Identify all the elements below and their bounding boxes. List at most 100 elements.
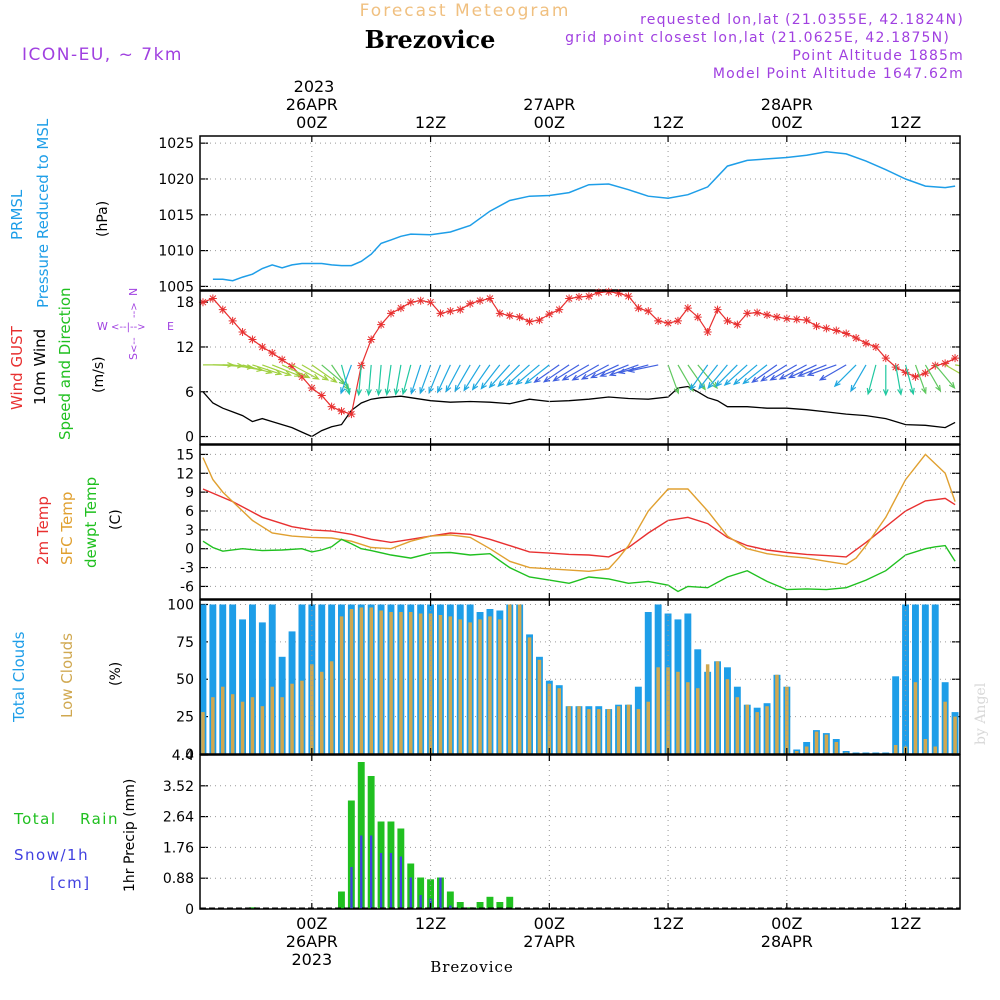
low-cloud-bar (527, 637, 532, 754)
wind-arrow (818, 364, 847, 381)
panel-frame (199, 599, 961, 755)
gust-marker (446, 307, 455, 316)
gust-marker (723, 316, 732, 325)
wind-arrow (376, 364, 382, 397)
gust-marker (347, 410, 356, 419)
wind-arrow (454, 364, 471, 393)
wind-arrow (944, 364, 960, 375)
wind-arrow (311, 364, 338, 383)
top-year-label: 2023 (294, 77, 335, 96)
snow-bar (419, 895, 422, 909)
svg-text:<--|-->: <--|--> (111, 322, 146, 333)
gust-marker (307, 384, 316, 393)
total-cloud-bar (921, 604, 929, 754)
y-tick-label: 4.4 (172, 748, 194, 764)
low-cloud-bar (488, 616, 492, 754)
y-tick-label: 1015 (158, 208, 194, 224)
top-time-label: 12Z (415, 113, 446, 132)
wind-panel: 0 6 12 18 (176, 287, 961, 446)
model-label: ICON-EU, ~ 7km (22, 45, 183, 65)
panel-frame (199, 135, 961, 291)
gust-marker (852, 334, 861, 343)
wind-arrow (552, 364, 580, 382)
bottom-time-label: 00Z (771, 914, 802, 933)
gust-marker (525, 317, 534, 326)
gust-marker (218, 305, 227, 314)
requested-coords: requested lon,lat (21.0355E, 42.1824N) (640, 12, 964, 28)
low-cloud-bar (626, 704, 631, 754)
snow-bar (379, 853, 383, 909)
point-altitude: Point Altitude 1885m (792, 48, 964, 64)
wind-arrow (590, 364, 619, 379)
cloud-unit: (%) (108, 662, 124, 686)
low-cloud-bar (745, 704, 749, 754)
low-cloud-bar (963, 697, 967, 754)
temperature-panel: -6 -3 0 3 6 9 12 15 (176, 444, 961, 600)
gust-marker (436, 309, 445, 318)
gust-marker (951, 354, 960, 363)
wind-arrow (571, 364, 600, 381)
gust-marker (802, 316, 811, 325)
low-cloud-bar (438, 615, 443, 754)
panel-frame (199, 754, 961, 910)
temp-unit: (C) (108, 509, 124, 530)
wind-arrow (895, 364, 903, 396)
wind-arrow (698, 364, 719, 390)
wind-arrow (627, 364, 659, 373)
gust-marker (327, 402, 336, 411)
bottom-year-label: 2023 (291, 950, 332, 969)
rain-bar (506, 896, 514, 909)
wind-arrow (742, 364, 768, 385)
panels: 10051010101510201025061218-6-30369121502… (158, 135, 967, 918)
low-cloud-bar (399, 612, 403, 754)
low-cloud-bar (577, 706, 581, 754)
gust-marker (664, 319, 673, 328)
top-time-label: 12Z (652, 113, 683, 132)
total-cloud-bar (912, 604, 919, 754)
wind-arrow (924, 364, 942, 393)
low-cloud-bar (735, 697, 740, 754)
low-cloud-bar (607, 709, 611, 754)
y-tick-label: -6 (180, 579, 194, 595)
wind-arrow (393, 364, 402, 396)
top-time-label: 00Z (771, 113, 802, 132)
top-time-label: 00Z (296, 113, 327, 132)
y-tick-label: 1020 (158, 172, 194, 188)
gust-marker (406, 298, 415, 307)
low-cloud-bar (478, 619, 482, 754)
y-tick-label: 1.76 (163, 840, 194, 856)
top-date-label: 28APR (761, 95, 813, 114)
wind-arrow (524, 364, 550, 385)
wind-arrow (733, 364, 758, 386)
low-cloud-bar (270, 686, 274, 754)
wind-arrow (905, 364, 915, 396)
t2m-label: 2m Temp (34, 496, 52, 565)
wind-arrow (866, 364, 877, 396)
low-cloud-bar (834, 742, 839, 754)
dewpt-line (202, 538, 956, 593)
compass-west-label: W (97, 320, 108, 333)
gust-marker (842, 329, 851, 338)
gust-marker (792, 315, 801, 324)
watermark: by Angel (973, 682, 989, 745)
bottom-date-label: 26APR (286, 932, 338, 951)
low-cloud-bar (498, 619, 502, 754)
low-cloud-bar (359, 607, 364, 754)
low-cloud-bar (517, 604, 522, 754)
wind-arrow (599, 364, 629, 377)
snow-bar (370, 835, 373, 909)
wind-arrow (366, 364, 372, 397)
gust-marker (733, 320, 742, 329)
gust-marker (485, 294, 494, 303)
top-time-label: 12Z (890, 113, 921, 132)
snow-bar (409, 877, 412, 909)
gust-marker (822, 324, 831, 333)
gust-marker (565, 294, 574, 303)
snow-bar (449, 905, 452, 909)
gust-marker (258, 342, 267, 351)
low-cloud-bar (260, 706, 265, 754)
snow-bar (350, 867, 353, 909)
y-tick-label: 0.88 (163, 871, 194, 887)
low-cloud-bar (468, 622, 472, 754)
wind-arrow (914, 364, 927, 395)
